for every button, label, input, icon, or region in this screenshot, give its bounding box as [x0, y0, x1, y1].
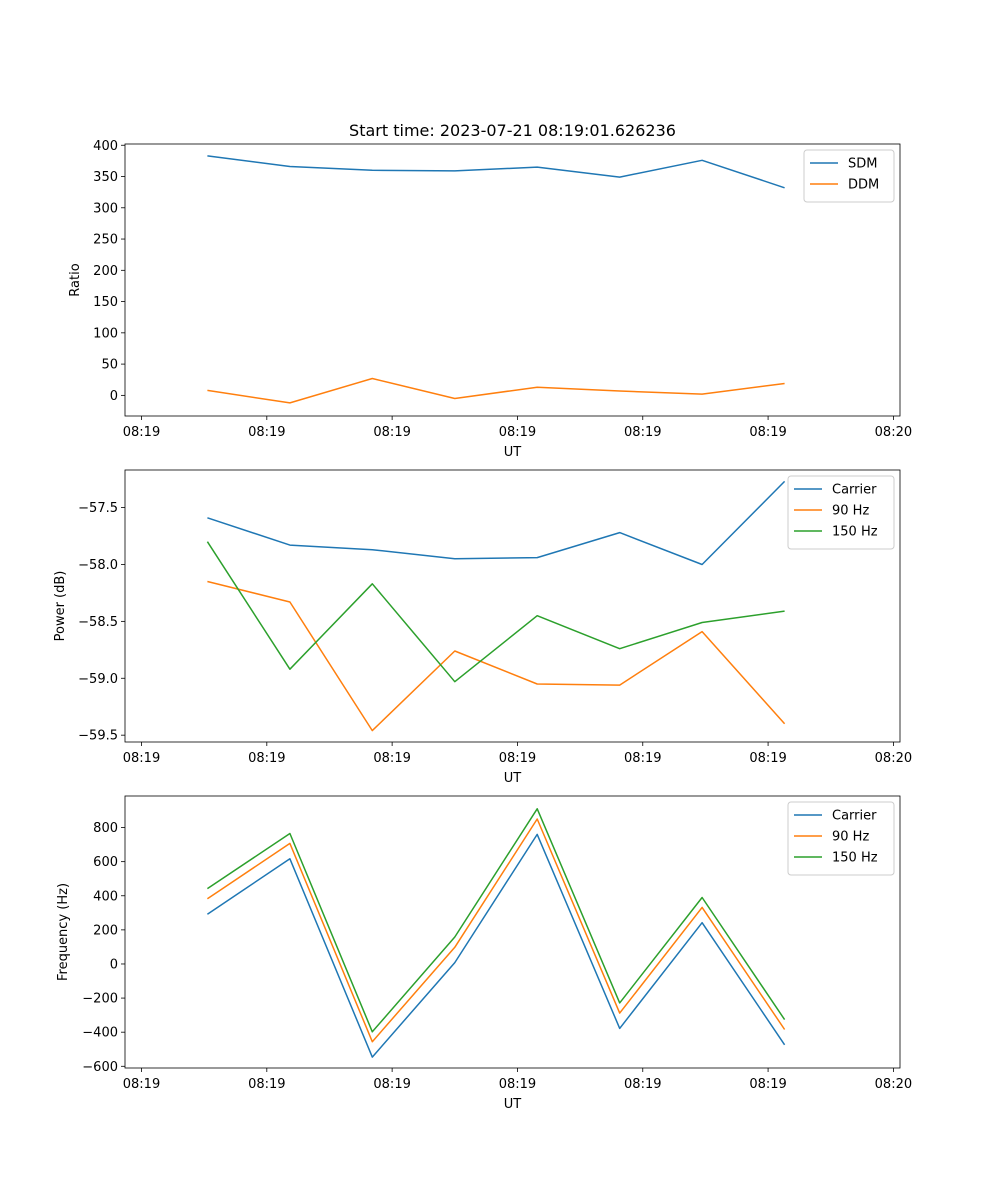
- series-line-90-hz: [206, 818, 786, 1043]
- series-line-carrier: [206, 833, 786, 1058]
- x-tick-label: 08:19: [624, 425, 661, 440]
- axes-lines: [207, 155, 785, 404]
- legend: Carrier 90 Hz 150 Hz: [787, 801, 895, 876]
- axes-lines: [206, 808, 786, 1058]
- x-tick-label: 08:20: [875, 425, 912, 440]
- y-tick-label: −59.5: [78, 729, 118, 744]
- x-tick-label: 08:19: [749, 425, 786, 440]
- y-axis-label: Power (dB): [53, 571, 68, 642]
- legend-label: 90 Hz: [832, 830, 869, 845]
- subplot-frequency: 08:19 08:19 08:19 08:19 08:19 08:19 08:20 −600 −…: [56, 795, 912, 1112]
- series-line-150-hz: [206, 541, 785, 683]
- figure-title: Start time: 2023-07-21 08:19:01.626236: [349, 121, 676, 140]
- subplot-ratio: 08:19 08:19 08:19 08:19 08:19 08:19 08:20 0 50 10…: [68, 139, 912, 460]
- axes-ticks: 08:19 08:19 08:19 08:19 08:19 08:19 08:20 0 50 10…: [93, 139, 912, 440]
- legend-label: DDM: [848, 178, 879, 193]
- x-axis-label: UT: [504, 1097, 522, 1112]
- x-tick-label: 08:19: [499, 1077, 536, 1092]
- y-tick-label: 150: [93, 295, 118, 310]
- y-axis-label: Frequency (Hz): [56, 883, 71, 981]
- x-tick-label: 08:19: [248, 425, 285, 440]
- series-line-sdm: [207, 155, 785, 189]
- y-tick-label: 200: [93, 264, 118, 279]
- y-tick-label: 600: [93, 855, 118, 870]
- y-tick-label: 350: [93, 170, 118, 185]
- series-line-carrier: [207, 480, 786, 566]
- y-axis-label: Ratio: [68, 263, 83, 296]
- y-tick-label: 50: [101, 358, 118, 373]
- series-line-ddm: [207, 377, 785, 404]
- y-tick-label: 250: [93, 233, 118, 248]
- x-axis-label: UT: [504, 445, 522, 460]
- legend-label: SDM: [848, 157, 877, 172]
- x-tick-label: 08:19: [123, 1077, 160, 1092]
- y-tick-label: −600: [82, 1060, 118, 1075]
- x-tick-label: 08:19: [749, 751, 786, 766]
- legend-label: 150 Hz: [832, 525, 878, 540]
- y-tick-label: 400: [93, 139, 118, 154]
- x-tick-label: 08:19: [248, 1077, 285, 1092]
- legend-label: Carrier: [832, 809, 877, 824]
- legend: SDM DDM: [803, 149, 895, 203]
- y-tick-label: 0: [110, 389, 118, 404]
- y-tick-label: 800: [93, 821, 118, 836]
- y-tick-label: 300: [93, 201, 118, 216]
- y-tick-label: 0: [110, 957, 118, 972]
- x-tick-label: 08:19: [624, 1077, 661, 1092]
- y-tick-label: −58.5: [78, 615, 118, 630]
- axes-lines: [206, 480, 786, 732]
- x-axis-label: UT: [504, 771, 522, 786]
- legend: Carrier 90 Hz 150 Hz: [787, 475, 895, 550]
- y-tick-label: −57.5: [78, 501, 118, 516]
- axes-frame: [124, 143, 901, 417]
- x-tick-label: 08:19: [123, 751, 160, 766]
- x-tick-label: 08:19: [624, 751, 661, 766]
- y-tick-label: −400: [82, 1026, 118, 1041]
- series-line-150-hz: [206, 808, 786, 1033]
- x-tick-label: 08:19: [373, 1077, 410, 1092]
- x-tick-label: 08:19: [499, 751, 536, 766]
- axes-ticks: 08:19 08:19 08:19 08:19 08:19 08:19 08:20 −59.5…: [78, 501, 912, 766]
- x-tick-label: 08:20: [875, 751, 912, 766]
- y-tick-label: −59.0: [78, 672, 118, 687]
- x-tick-label: 08:19: [248, 751, 285, 766]
- x-tick-label: 08:20: [875, 1077, 912, 1092]
- axes-ticks: 08:19 08:19 08:19 08:19 08:19 08:19 08:20 −600 −…: [82, 821, 912, 1092]
- y-tick-label: 400: [93, 889, 118, 904]
- legend-label: 150 Hz: [832, 851, 878, 866]
- y-tick-label: 200: [93, 923, 118, 938]
- series-line-90-hz: [207, 580, 786, 732]
- legend-label: 90 Hz: [832, 504, 869, 519]
- y-tick-label: −58.0: [78, 558, 118, 573]
- legend-label: Carrier: [832, 483, 877, 498]
- x-tick-label: 08:19: [373, 425, 410, 440]
- axes-frame: [124, 795, 901, 1069]
- y-tick-label: −200: [82, 992, 118, 1007]
- subplot-power: 08:19 08:19 08:19 08:19 08:19 08:19 08:20 −59.5…: [53, 469, 912, 786]
- x-tick-label: 08:19: [123, 425, 160, 440]
- x-tick-label: 08:19: [373, 751, 410, 766]
- axes-frame: [124, 469, 901, 743]
- y-tick-label: 100: [93, 326, 118, 341]
- x-tick-label: 08:19: [749, 1077, 786, 1092]
- x-tick-label: 08:19: [499, 425, 536, 440]
